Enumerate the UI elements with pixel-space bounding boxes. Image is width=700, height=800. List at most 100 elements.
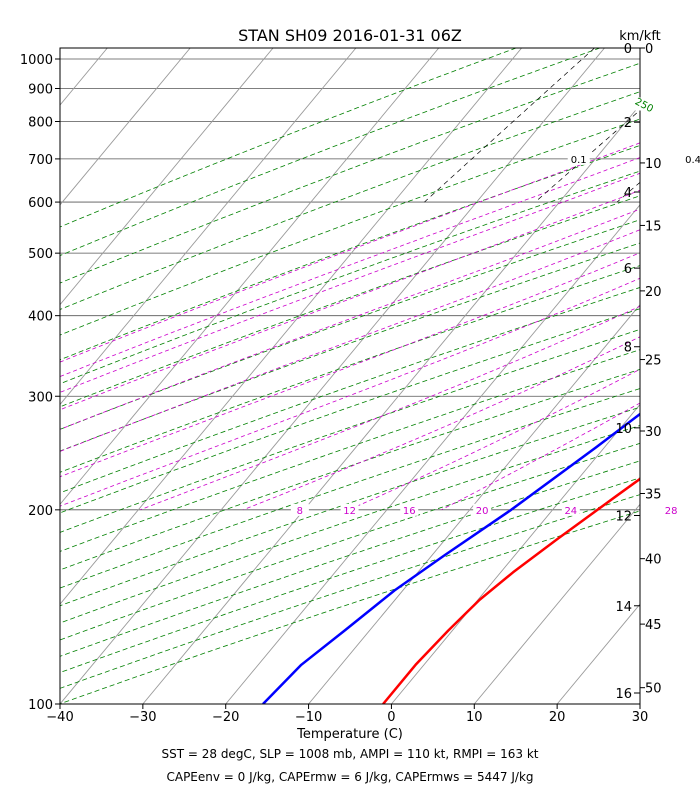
- isotherm-line: [60, 48, 440, 506]
- dry-adiabat-line: [60, 91, 640, 310]
- kft-tick-label: 20: [645, 285, 662, 300]
- dry-adiabat-line: [60, 287, 640, 494]
- x-tick-label: 20: [549, 710, 566, 725]
- pressure-tick-label: 900: [28, 83, 53, 98]
- moist-adiabat-line: [60, 172, 640, 393]
- height-axis: 024681012141605101520253035404550: [615, 42, 661, 702]
- x-axis: −40 −30 −20 −10 0 10 20 30: [46, 704, 648, 725]
- moist-adiabat-line: [60, 189, 640, 411]
- kft-tick-label: 40: [645, 553, 662, 568]
- dry-adiabat-line: [60, 118, 640, 336]
- pressure-axis: 100 200 300 400 500 600 700 800 900 1000: [20, 53, 60, 713]
- moist-label-bg: [473, 503, 492, 516]
- moist-label-bg: [340, 503, 359, 516]
- kft-tick-label: 0: [645, 42, 653, 57]
- dry-adiabat-line: [60, 425, 640, 624]
- plot-frame: [59, 47, 641, 705]
- moist-adiabat-line: [243, 336, 640, 511]
- pressure-tick-label: 400: [28, 310, 53, 325]
- km-tick-label: 2: [624, 116, 632, 131]
- moist-adiabat-line: [60, 157, 640, 378]
- moist-label-bg: [561, 503, 580, 516]
- km-tick-label: 16: [615, 687, 632, 702]
- mixing-label-bg: [682, 152, 700, 165]
- isotherm-line: [308, 303, 640, 704]
- km-tick-label: 14: [615, 600, 632, 615]
- moist-label-bg: [290, 503, 309, 516]
- moist-adiabat-line: [60, 229, 640, 452]
- moist-adiabat-label: 12: [343, 506, 356, 517]
- footer-line-2: CAPEenv = 0 J/kg, CAPErmw = 6 J/kg, CAPE…: [166, 770, 533, 784]
- dry-adiabat-line: [60, 349, 640, 552]
- moist-label-bg: [400, 503, 419, 516]
- pressure-tick-label: 500: [28, 247, 53, 262]
- km-tick-label: 0: [624, 42, 632, 57]
- dry-adiabat-line: [60, 48, 517, 228]
- pressure-tick-label: 700: [28, 153, 53, 168]
- x-tick-label: −40: [46, 710, 73, 725]
- km-tick-label: 10: [615, 422, 632, 437]
- background-grid: [0, 48, 700, 704]
- x-tick-label: 0: [387, 710, 395, 725]
- pressure-tick-label: 200: [28, 504, 53, 519]
- mixing-label-bg: [567, 152, 590, 165]
- mixing-ratio-line: [424, 48, 595, 203]
- isotherm-line: [60, 48, 605, 704]
- km-tick-label: 4: [624, 186, 632, 201]
- moist-label-bg: [662, 503, 681, 516]
- temperature-profile-line: [382, 477, 640, 704]
- kft-tick-label: 25: [645, 354, 662, 369]
- kft-tick-label: 50: [645, 682, 662, 697]
- isotherm-line: [60, 48, 522, 605]
- mixing-ratio-line: [534, 109, 640, 203]
- footer-line-1: SST = 28 degC, SLP = 1008 mb, AMPI = 110…: [161, 747, 538, 761]
- moist-adiabat-line: [60, 142, 640, 363]
- pressure-tick-label: 600: [28, 196, 53, 211]
- dry-adiabat-line: [60, 308, 640, 514]
- dry-adiabat-line: [60, 48, 601, 256]
- chart-title: STAN SH09 2016-01-31 06Z: [238, 26, 462, 45]
- moist-adiabat-label: 20: [476, 506, 489, 517]
- pressure-tick-label: 300: [28, 390, 53, 405]
- x-axis-label: Temperature (C): [296, 727, 403, 742]
- pressure-tick-label: 800: [28, 115, 53, 130]
- km-tick-label: 8: [624, 341, 632, 356]
- x-tick-label: −10: [295, 710, 322, 725]
- kft-tick-label: 30: [645, 425, 662, 440]
- dewpoint-profile-line: [262, 412, 640, 704]
- kft-tick-label: 35: [645, 488, 662, 503]
- kft-tick-label: 10: [645, 157, 662, 172]
- isotherm-line: [0, 48, 24, 704]
- moist-adiabat-line: [60, 277, 640, 507]
- isotherm-line: [473, 503, 640, 704]
- dry-adiabat-line: [60, 145, 640, 361]
- data-series: [262, 412, 640, 704]
- x-tick-label: 30: [632, 710, 649, 725]
- isotherm-line: [225, 204, 640, 704]
- moist-adiabat-label: 24: [564, 506, 577, 517]
- km-tick-label: 6: [624, 262, 632, 277]
- moist-adiabat-label: 8: [297, 506, 303, 517]
- x-tick-label: −20: [212, 710, 239, 725]
- isotherm-line: [60, 48, 357, 406]
- km-tick-label: 12: [615, 509, 632, 524]
- x-tick-label: −30: [129, 710, 156, 725]
- pressure-tick-label: 1000: [20, 53, 53, 68]
- moist-adiabat-label: 28: [665, 506, 678, 517]
- dry-adiabat-line: [60, 62, 640, 284]
- isotherm-line: [639, 703, 640, 704]
- dry-adiabat-line: [60, 368, 640, 571]
- isotherm-line: [60, 48, 191, 206]
- isotherm-line: [60, 48, 274, 306]
- mixing-ratio-line: [684, 48, 700, 202]
- height-axis-title: km/kft: [619, 29, 661, 44]
- kft-tick-label: 45: [645, 618, 662, 633]
- dry-adiabat-line: [60, 170, 640, 385]
- x-tick-label: 10: [466, 710, 483, 725]
- mixing-ratio-label: 0.4: [685, 155, 700, 166]
- moist-adiabat-line: [60, 208, 640, 430]
- background-labels: 81216202428320.10.4124710162502602702802…: [290, 96, 700, 517]
- kft-tick-label: 15: [645, 219, 662, 234]
- mixing-ratio-label: 0.1: [571, 155, 587, 166]
